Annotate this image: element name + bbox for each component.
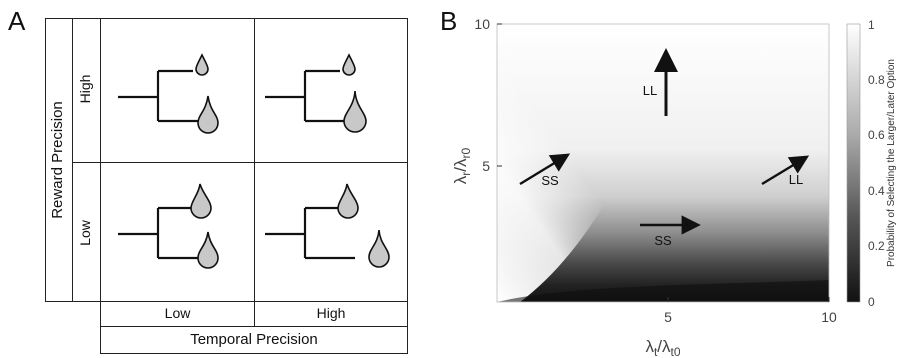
large-drop-icon: [197, 95, 219, 134]
large-drop-icon: [343, 90, 367, 133]
choice-diagram-high-high: [263, 53, 367, 133]
heatmap-diagonal-band: [497, 280, 829, 302]
arrow-ll-diag: [761, 155, 810, 186]
y-axis-label: λr/λr0: [451, 147, 473, 184]
cb-tick-0.4: 0.4: [868, 184, 885, 198]
choice-diagram-low-high: [263, 183, 390, 268]
cb-tick-0.8: 0.8: [868, 73, 885, 87]
colorbar-label: Probability of Selecting the Larger/Late…: [886, 59, 897, 267]
y-tick-10: 10: [474, 16, 490, 32]
small-drop-icon: [342, 53, 356, 76]
large-drop-icon: [197, 231, 219, 269]
col-group-box: [100, 326, 408, 354]
arrow-label-ll-right: LL: [789, 172, 803, 187]
heatmap-chart: 5 10 5 10 λt/λt0 λr/λr0 LL SS LL SS 0 0.…: [451, 16, 897, 358]
arrow-label-ll-top: LL: [643, 83, 657, 98]
col-label-high: High: [316, 305, 346, 321]
arrow-ss-diag: [519, 153, 571, 186]
cb-tick-1: 1: [868, 18, 875, 32]
panel-a-letter: A: [8, 6, 26, 36]
x-axis-label: λt/λt0: [645, 337, 680, 358]
cb-tick-0.2: 0.2: [868, 239, 885, 253]
panel-b-letter: B: [440, 6, 458, 36]
small-drop-icon: [337, 183, 359, 219]
choice-diagram-low-low: [116, 183, 219, 269]
col-label-low: Low: [164, 305, 191, 321]
x-tick-5: 5: [664, 309, 672, 325]
arrow-label-ss-left: SS: [541, 173, 559, 188]
col-group-label: Temporal Precision: [190, 331, 318, 348]
small-drop-icon: [190, 183, 212, 219]
colorbar-ticks: 0 0.2 0.4 0.6 0.8 1: [868, 18, 885, 309]
arrow-label-ss-bottom: SS: [654, 233, 672, 248]
heatmap-left-fade: [497, 24, 690, 302]
x-tick-10: 10: [821, 309, 837, 325]
small-drop-icon: [195, 53, 209, 76]
cb-tick-0: 0: [868, 295, 875, 309]
colorbar: [846, 23, 861, 303]
large-drop-icon: [368, 229, 390, 268]
choice-diagram-high-low: [116, 53, 219, 134]
choice-diagrams: [116, 53, 390, 269]
cb-tick-0.6: 0.6: [868, 128, 885, 142]
y-tick-5: 5: [482, 158, 490, 174]
